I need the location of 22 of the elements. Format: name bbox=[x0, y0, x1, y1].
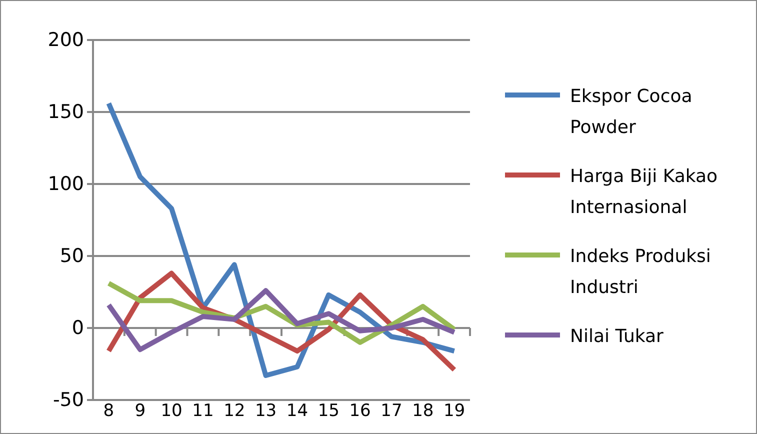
y-tick-label: 200 bbox=[48, 29, 84, 52]
y-tick-label: 100 bbox=[48, 173, 84, 196]
legend-label: Ekspor Cocoa Powder bbox=[570, 86, 692, 138]
legend-label: Harga Biji Kakao Internasional bbox=[570, 166, 718, 218]
x-tick-label: 10 bbox=[160, 401, 182, 422]
x-tick-label: 16 bbox=[349, 401, 371, 422]
x-tick-label: 9 bbox=[134, 401, 146, 422]
x-tick-label: 17 bbox=[380, 401, 402, 422]
y-tick-label: 150 bbox=[48, 101, 84, 124]
x-tick-label: 12 bbox=[224, 401, 246, 422]
y-tick-label: 50 bbox=[60, 245, 84, 268]
legend-label: Indeks Produksi Industri bbox=[570, 246, 711, 298]
legend-label: Nilai Tukar bbox=[570, 326, 664, 347]
x-tick-label: 15 bbox=[318, 401, 340, 422]
x-tick-label: 8 bbox=[103, 401, 114, 422]
x-tick-label: 14 bbox=[286, 401, 308, 422]
x-tick-label: 18 bbox=[412, 401, 434, 422]
y-tick-label: -50 bbox=[52, 389, 84, 412]
x-tick-label: 11 bbox=[192, 401, 214, 422]
x-tick-label: 13 bbox=[254, 401, 277, 422]
y-tick-label: 0 bbox=[72, 317, 84, 340]
x-tick-label: 19 bbox=[443, 401, 466, 422]
